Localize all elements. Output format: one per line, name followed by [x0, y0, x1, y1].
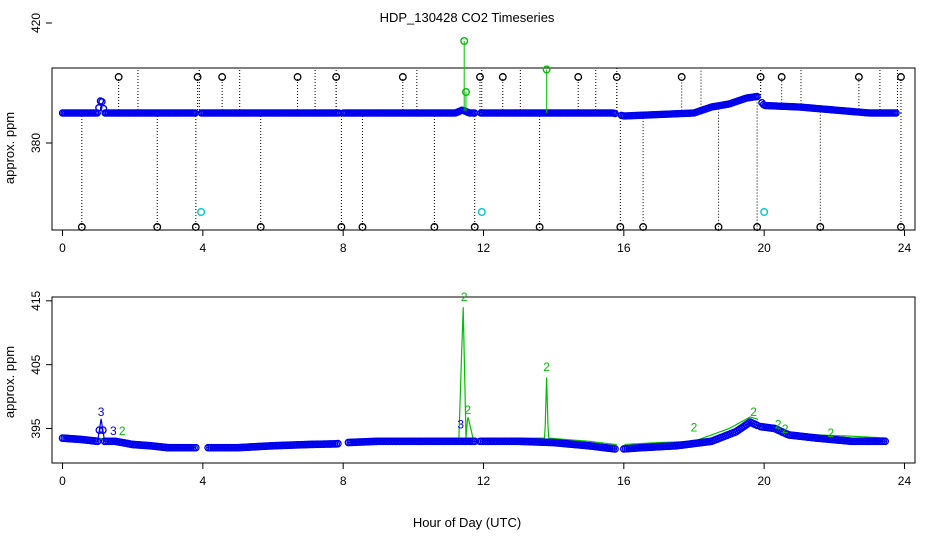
series-number-label: 2	[750, 405, 757, 419]
series-number-label: 3	[457, 418, 464, 432]
black-outlier-point	[470, 223, 479, 231]
blue-data-point	[892, 109, 900, 117]
black-outlier-point	[358, 223, 367, 231]
series-number-label: 2	[775, 418, 782, 432]
series-number-label: 3	[110, 424, 117, 438]
blue-data-point	[881, 437, 890, 446]
x-axis-label: Hour of Day (UTC)	[413, 515, 521, 530]
y-tick-label: 405	[29, 354, 43, 374]
y-tick-label: 420	[29, 13, 43, 33]
series-number-label: 2	[119, 424, 126, 438]
plot-area-top	[58, 37, 905, 231]
black-outlier-point	[753, 223, 762, 231]
black-outlier-point	[639, 223, 648, 231]
y-axis-label-bottom: approx. ppm	[2, 346, 17, 418]
black-mid-point	[218, 73, 227, 81]
black-mid-point	[193, 73, 202, 81]
x-tick-label: 8	[340, 474, 347, 488]
cyan-data-point	[477, 207, 486, 216]
black-outlier-point	[535, 223, 544, 231]
blue-data-point	[95, 426, 104, 434]
x-tick-label: 20	[757, 241, 771, 255]
cyan-data-point	[760, 207, 769, 216]
x-tick-label: 0	[59, 241, 66, 255]
series-number-label: 2	[464, 403, 471, 417]
y-axis-label-top: approx. ppm	[2, 112, 17, 184]
series-number-label: 3	[98, 405, 105, 419]
figure-title: HDP_130428 CO2 Timeseries	[380, 10, 555, 25]
blue-data-point	[98, 98, 106, 106]
black-mid-point	[897, 73, 905, 81]
green-data-point	[460, 37, 469, 46]
black-mid-point	[854, 73, 863, 81]
black-mid-point	[293, 73, 302, 81]
series-number-label: 2	[827, 426, 834, 440]
y-tick-label: 395	[29, 418, 43, 438]
black-outlier-point	[153, 223, 162, 231]
panel-top: approx. ppm 04812162024380420460	[2, 13, 916, 255]
series-number-label: 2	[461, 290, 468, 304]
black-outlier-point	[430, 223, 439, 231]
black-mid-point	[332, 73, 341, 81]
black-mid-point	[498, 73, 507, 81]
blue-data-point	[334, 439, 342, 448]
y-tick-label: 415	[29, 290, 43, 310]
blue-data-point	[611, 109, 619, 118]
series-number-label: 2	[691, 421, 698, 435]
black-outlier-point	[337, 223, 346, 231]
x-tick-label: 4	[200, 474, 207, 488]
black-mid-point	[756, 73, 765, 81]
x-tick-label: 0	[59, 474, 66, 488]
blue-data-point	[95, 104, 103, 112]
x-tick-label: 12	[477, 474, 491, 488]
black-mid-point	[476, 73, 484, 81]
x-tick-label: 24	[898, 474, 912, 488]
black-outlier-point	[616, 223, 625, 231]
x-tick-label: 20	[757, 474, 771, 488]
black-mid-point	[398, 73, 407, 81]
x-tick-label: 24	[898, 241, 912, 255]
black-outlier-point	[191, 223, 200, 231]
black-outlier-point	[714, 223, 723, 231]
x-tick-label: 16	[617, 241, 631, 255]
blue-data-point	[99, 426, 107, 434]
black-outlier-point	[897, 223, 905, 231]
blue-data-point	[744, 419, 753, 428]
black-mid-point	[677, 73, 686, 81]
series-number-label: 2	[782, 422, 789, 436]
blue-data-point	[191, 443, 200, 452]
black-mid-point	[777, 73, 786, 81]
plot-frame-top	[51, 67, 916, 231]
green-data-point	[461, 87, 470, 96]
green-data-point	[542, 65, 551, 74]
black-outlier-point	[256, 223, 265, 231]
black-outlier-point	[77, 223, 86, 231]
x-tick-label: 8	[340, 241, 347, 255]
black-mid-point	[574, 73, 583, 81]
black-mid-point	[114, 73, 123, 81]
series-number-label: 2	[543, 360, 550, 374]
x-tick-label: 16	[617, 474, 631, 488]
x-tick-label: 12	[477, 241, 491, 255]
blue-data-point	[753, 421, 761, 430]
blue-data-point	[611, 445, 619, 453]
blue-data-point	[753, 92, 761, 101]
cyan-data-point	[197, 207, 206, 216]
black-outlier-point	[816, 223, 825, 231]
y-tick-label: 380	[29, 133, 43, 153]
x-tick-label: 4	[200, 241, 207, 255]
black-mid-point	[612, 73, 621, 81]
